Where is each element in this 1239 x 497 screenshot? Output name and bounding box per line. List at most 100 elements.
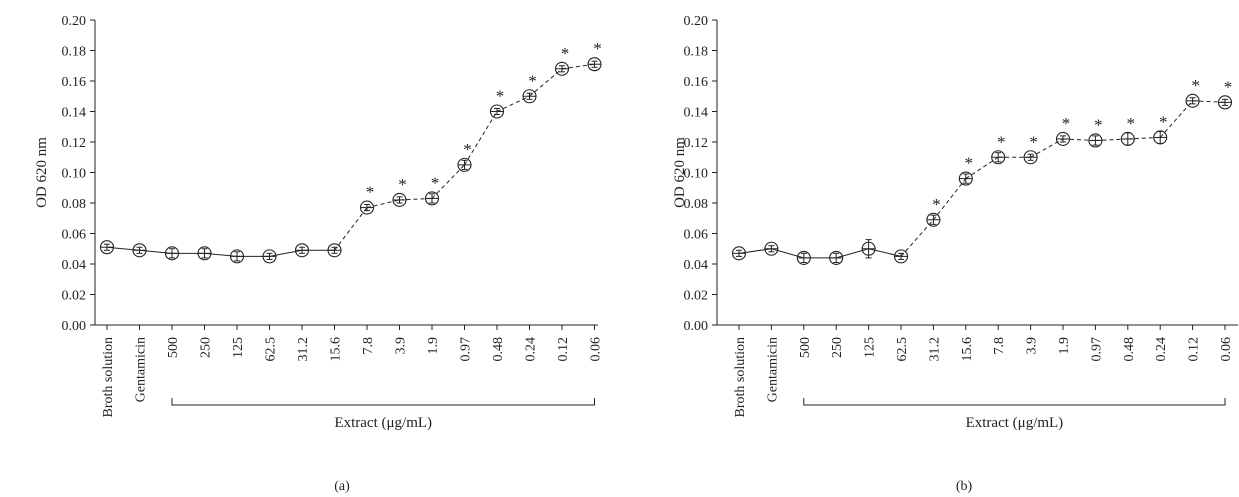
x-axis-title: Extract (μg/mL) [334, 415, 432, 431]
x-category-label: 0.97 [1089, 337, 1104, 362]
y-tick-label: 0.18 [684, 45, 709, 60]
series-line-dashed [561, 63, 595, 70]
y-tick-label: 0.00 [684, 319, 709, 334]
y-tick-label: 0.06 [62, 228, 87, 243]
x-category-label: Gentamicin [134, 337, 149, 402]
significance-star: * [1127, 114, 1136, 133]
significance-star: * [932, 195, 941, 214]
y-tick-label: 0.08 [684, 197, 709, 212]
y-tick-label: 0.02 [62, 289, 87, 304]
x-category-label: 500 [166, 337, 181, 358]
y-tick-label: 0.20 [62, 14, 87, 29]
x-category-label: 0.06 [589, 337, 604, 362]
x-category-label: Broth solution [733, 337, 748, 418]
significance-star: * [1224, 77, 1233, 96]
series-line-dashed [1192, 100, 1226, 103]
significance-star: * [561, 44, 570, 63]
x-category-label: 250 [830, 337, 845, 358]
significance-star: * [366, 183, 375, 202]
x-category-label: 500 [798, 337, 813, 358]
series-line-solid [738, 248, 772, 254]
y-tick-label: 0.10 [684, 167, 709, 182]
x-category-label: 0.06 [1219, 337, 1234, 362]
x-category-label: 3.9 [1025, 337, 1040, 355]
x-category-label: 0.97 [459, 337, 474, 362]
significance-star: * [496, 87, 505, 106]
y-tick-label: 0.14 [62, 106, 87, 121]
series-line-dashed [431, 164, 465, 199]
series-line-solid [139, 249, 173, 254]
x-category-label: 31.2 [927, 337, 942, 362]
chart-panel-b: 0.00 0.02 0.04 0.06 0.08 0.10 0.12 0.14 0.16 0.18… [672, 14, 1238, 431]
series-line-solid [269, 249, 303, 257]
y-tick-label: 0.16 [684, 75, 709, 90]
x-category-label: 0.12 [556, 337, 571, 362]
chart-panel-a: 0.00 0.02 0.04 0.06 0.08 0.10 0.12 0.14 0.16 0.18… [34, 14, 604, 431]
extract-bracket [171, 398, 595, 406]
series-line-dashed [529, 68, 563, 97]
x-category-label: 7.8 [992, 337, 1007, 355]
y-tick-label: 0.08 [62, 197, 87, 212]
panel-label-a: (a) [334, 479, 350, 494]
series-line-dashed [1095, 138, 1128, 141]
y-tick-label: 0.02 [684, 289, 709, 304]
x-category-label: 15.6 [329, 337, 344, 362]
significance-star: * [997, 132, 1006, 151]
series-line-dashed [1062, 138, 1096, 141]
significance-star: * [398, 175, 407, 194]
y-tick-label: 0.20 [684, 14, 709, 29]
significance-star: * [1159, 112, 1168, 131]
x-category-label: 125 [231, 337, 246, 358]
x-category-label: Gentamicin [765, 337, 780, 402]
significance-star: * [528, 71, 537, 90]
significance-star: * [1094, 115, 1103, 134]
y-tick-label: 0.12 [62, 136, 87, 151]
x-category-label: 125 [863, 337, 878, 358]
x-category-label: 15.6 [960, 337, 975, 362]
series-line-dashed [399, 197, 433, 201]
x-axis-title: Extract (μg/mL) [966, 415, 1064, 431]
series-line-dashed [1127, 136, 1161, 140]
series-line-dashed [464, 111, 498, 166]
significance-star: * [1191, 76, 1200, 95]
significance-star: * [1062, 114, 1071, 133]
y-tick-label: 0.04 [684, 258, 709, 273]
x-category-label: 1.9 [426, 337, 441, 355]
x-category-label: Broth solution [101, 337, 116, 418]
significance-star: * [431, 173, 440, 192]
x-category-label: 31.2 [296, 337, 311, 362]
series-line-solid [106, 246, 140, 251]
series-line-solid [771, 248, 804, 259]
y-axis-title: OD 620 nm [672, 137, 688, 208]
x-category-label: 62.5 [264, 337, 279, 362]
x-category-label: 0.48 [491, 337, 506, 362]
y-axis-title: OD 620 nm [34, 137, 50, 208]
series-line-dashed [933, 178, 967, 221]
series-line-solid [204, 252, 238, 257]
y-tick-label: 0.18 [62, 45, 87, 60]
x-category-label: 1.9 [1057, 337, 1072, 355]
panel-label-b: (b) [956, 479, 973, 494]
series-line-solid [836, 248, 869, 259]
x-category-label: 7.8 [361, 337, 376, 355]
series-line-dashed [334, 207, 368, 251]
series-line-dashed [900, 219, 934, 257]
y-tick-label: 0.16 [62, 75, 87, 90]
y-tick-label: 0.12 [684, 136, 709, 151]
x-category-label: 0.24 [524, 337, 539, 362]
significance-star: * [965, 154, 974, 173]
y-tick-label: 0.06 [684, 228, 709, 243]
x-category-label: 0.48 [1122, 337, 1137, 362]
x-category-label: 250 [199, 337, 214, 358]
series-line-dashed [366, 199, 400, 209]
y-tick-label: 0.04 [62, 258, 87, 273]
significance-star: * [463, 140, 472, 159]
x-category-label: 0.12 [1187, 337, 1202, 362]
x-category-label: 62.5 [895, 337, 910, 362]
series-line-dashed [1159, 100, 1193, 138]
x-category-label: 3.9 [394, 337, 409, 355]
series-line-solid [868, 248, 902, 257]
extract-bracket [803, 398, 1226, 406]
significance-star: * [593, 39, 602, 58]
